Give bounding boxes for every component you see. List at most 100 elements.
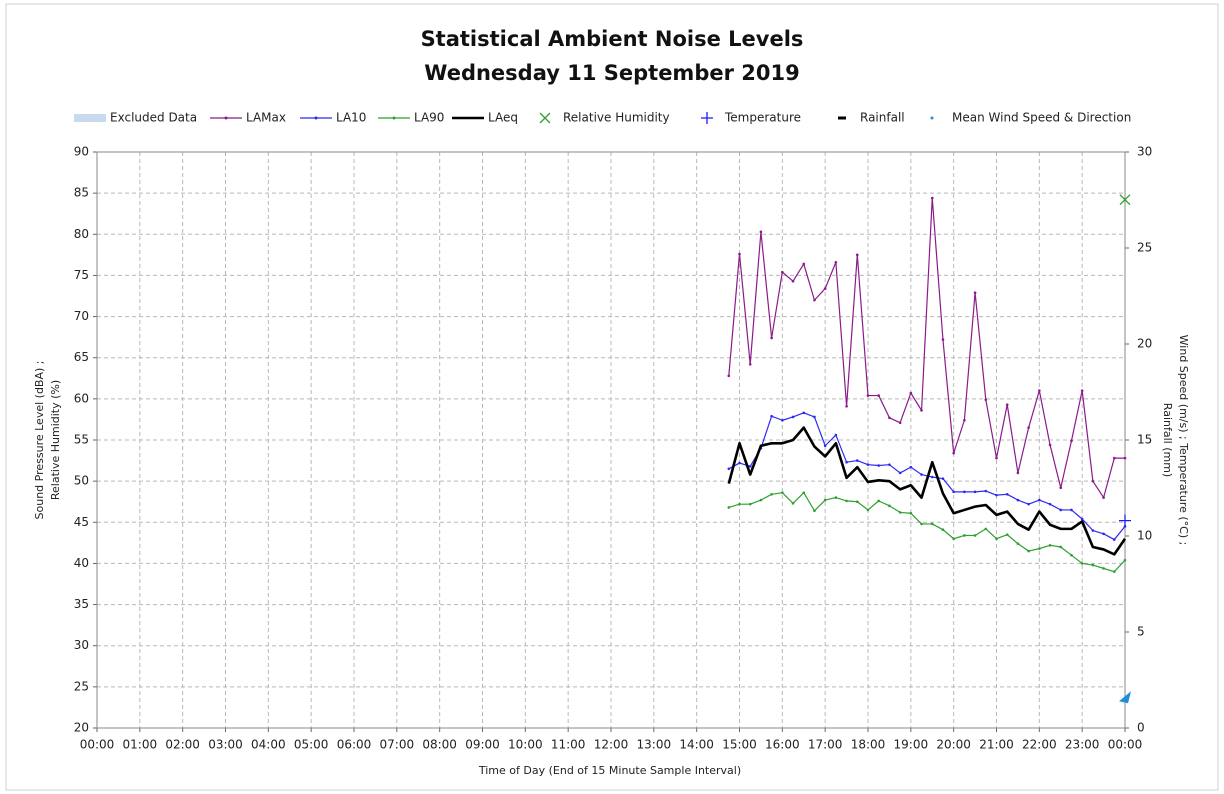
- point: [1091, 479, 1095, 483]
- point: [727, 467, 731, 471]
- marker-plus: [701, 112, 713, 124]
- point: [941, 477, 945, 480]
- marker-x: [1119, 194, 1131, 206]
- point: [1059, 508, 1063, 512]
- y-tick-label: 40: [74, 556, 89, 570]
- point: [952, 537, 955, 541]
- point: [984, 527, 988, 531]
- y-tick-label: 50: [74, 474, 89, 488]
- legend-item: LAeq: [452, 111, 518, 125]
- point: [845, 460, 848, 464]
- x-tick-label: 12:00: [594, 738, 629, 752]
- x-tick-label: 04:00: [251, 738, 286, 752]
- legend-label: LA10: [336, 111, 366, 125]
- point: [941, 338, 945, 341]
- point: [995, 493, 998, 497]
- marker: [701, 112, 713, 124]
- point: [1070, 508, 1073, 512]
- point: [1005, 493, 1009, 496]
- point: [984, 398, 988, 401]
- point: [855, 500, 859, 504]
- point: [1080, 562, 1084, 565]
- x-tick-label: 14:00: [679, 738, 714, 752]
- point: [995, 537, 998, 541]
- point: [781, 491, 784, 494]
- x-tick-label: 19:00: [894, 738, 929, 752]
- point: [1016, 471, 1020, 475]
- point: [909, 511, 913, 515]
- point: [1102, 496, 1105, 499]
- x-tick-label: 22:00: [1022, 738, 1057, 752]
- point: [995, 456, 998, 460]
- point: [877, 394, 881, 397]
- point: [855, 459, 859, 462]
- point: [1027, 502, 1030, 506]
- legend-item: Relative Humidity: [539, 111, 670, 125]
- point: [1005, 403, 1009, 406]
- marker: [1119, 691, 1131, 704]
- point: [1091, 529, 1095, 532]
- x-tick-label: 23:00: [1065, 738, 1100, 752]
- y2-axis-label: Rainfall (mm): [1161, 403, 1174, 477]
- point: [770, 336, 773, 340]
- legend-swatch-dot: [314, 116, 318, 120]
- legend-item: LAMax: [210, 111, 286, 125]
- y-axis-label: Sound Pressure Level (dBA) ;: [33, 361, 46, 520]
- x-tick-label: 05:00: [294, 738, 329, 752]
- point: [1080, 389, 1084, 392]
- point: [930, 475, 934, 479]
- point: [1059, 545, 1063, 549]
- legend-item: Rainfall: [838, 111, 905, 125]
- point: [866, 463, 870, 466]
- x-tick-label: 11:00: [551, 738, 586, 752]
- legend-item: LA90: [378, 111, 444, 125]
- y-tick-label: 55: [74, 433, 89, 447]
- point: [1091, 563, 1095, 567]
- y-tick-label: 90: [74, 145, 89, 159]
- x-tick-label: 08:00: [422, 738, 457, 752]
- point: [781, 270, 784, 274]
- point: [823, 444, 827, 448]
- point: [963, 534, 966, 537]
- point: [1048, 502, 1052, 506]
- point: [920, 522, 923, 526]
- y-tick-label: 60: [74, 391, 89, 405]
- y-tick-label: 45: [74, 515, 89, 529]
- y-tick-label: 65: [74, 350, 89, 364]
- legend-swatch-dot: [392, 116, 396, 120]
- legend-swatch: [930, 116, 934, 120]
- point: [888, 463, 891, 466]
- point: [1038, 389, 1041, 392]
- point: [791, 279, 795, 283]
- y2-axis-label: Wind Speed (m/s) ; Temperature (°C) ;: [1177, 335, 1190, 546]
- point: [1070, 439, 1073, 443]
- point: [909, 465, 913, 469]
- chart-subtitle: Wednesday 11 September 2019: [424, 61, 799, 85]
- y-axis-label: Relative Humidity (%): [49, 380, 62, 500]
- point: [748, 502, 752, 506]
- y-tick-label: 85: [74, 186, 89, 200]
- point: [973, 490, 977, 494]
- y2-tick-label: 5: [1137, 625, 1145, 639]
- y-tick-label: 75: [74, 268, 89, 282]
- point: [759, 498, 763, 502]
- marker-arrow: [1119, 691, 1131, 704]
- y-tick-label: 25: [74, 679, 89, 693]
- legend-label: LAeq: [488, 111, 518, 125]
- point: [823, 498, 827, 502]
- point: [930, 196, 934, 200]
- point: [898, 511, 902, 514]
- chart-title: Statistical Ambient Noise Levels: [421, 27, 804, 51]
- point: [920, 409, 923, 412]
- x-tick-label: 17:00: [808, 738, 843, 752]
- point: [1123, 456, 1127, 460]
- x-tick-label: 20:00: [936, 738, 971, 752]
- x-tick-label: 07:00: [380, 738, 415, 752]
- legend-label: Rainfall: [860, 111, 905, 125]
- series-line: [728, 492, 1126, 573]
- y-tick-label: 70: [74, 309, 89, 323]
- x-tick-label: 09:00: [465, 738, 500, 752]
- y2-tick-label: 20: [1137, 337, 1152, 351]
- point: [888, 504, 891, 508]
- x-tick-label: 03:00: [208, 738, 243, 752]
